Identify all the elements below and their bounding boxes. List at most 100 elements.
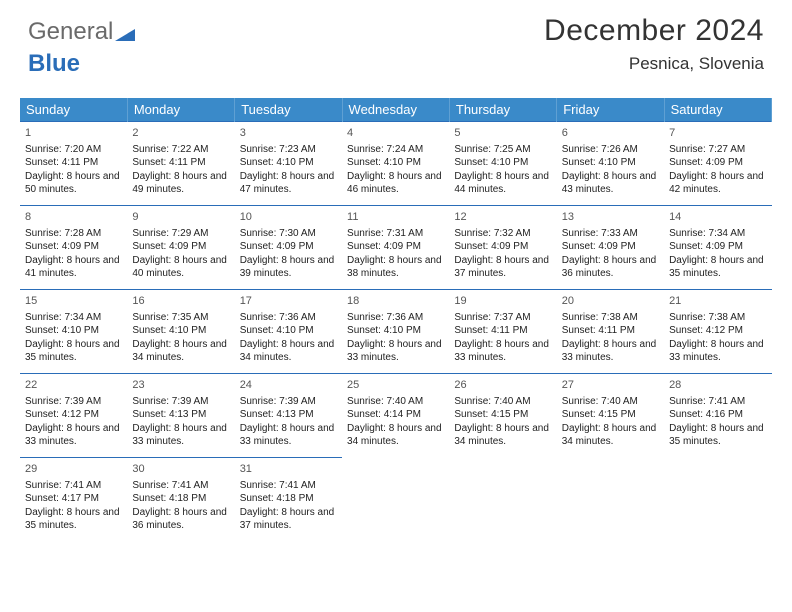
sunset-line: Sunset: 4:12 PM xyxy=(25,408,122,422)
daylight-line: Daylight: 8 hours and 43 minutes. xyxy=(562,170,659,197)
sunrise-line: Sunrise: 7:36 AM xyxy=(240,311,337,325)
day-header: Saturday xyxy=(664,98,771,122)
day-number: 7 xyxy=(669,126,766,141)
logo: General Blue xyxy=(28,18,135,78)
day-number: 24 xyxy=(240,378,337,393)
sunrise-line: Sunrise: 7:41 AM xyxy=(25,479,122,493)
sunset-line: Sunset: 4:11 PM xyxy=(25,156,122,170)
daylight-line: Daylight: 8 hours and 36 minutes. xyxy=(562,254,659,281)
day-number: 10 xyxy=(240,210,337,225)
day-number: 31 xyxy=(240,462,337,477)
calendar-cell: 3 Sunrise: 7:23 AM Sunset: 4:10 PM Dayli… xyxy=(235,122,342,206)
day-header: Wednesday xyxy=(342,98,449,122)
logo-text-2: Blue xyxy=(28,50,80,77)
sunrise-line: Sunrise: 7:38 AM xyxy=(562,311,659,325)
sunrise-line: Sunrise: 7:41 AM xyxy=(132,479,229,493)
sunrise-line: Sunrise: 7:34 AM xyxy=(669,227,766,241)
sunrise-line: Sunrise: 7:28 AM xyxy=(25,227,122,241)
sunset-line: Sunset: 4:13 PM xyxy=(240,408,337,422)
calendar-table: Sunday Monday Tuesday Wednesday Thursday… xyxy=(20,98,772,542)
calendar-cell: 25 Sunrise: 7:40 AM Sunset: 4:14 PM Dayl… xyxy=(342,374,449,458)
daylight-line: Daylight: 8 hours and 38 minutes. xyxy=(347,254,444,281)
day-number: 11 xyxy=(347,210,444,225)
calendar-cell: 22 Sunrise: 7:39 AM Sunset: 4:12 PM Dayl… xyxy=(20,374,127,458)
day-number: 13 xyxy=(562,210,659,225)
daylight-line: Daylight: 8 hours and 33 minutes. xyxy=(669,338,766,365)
sunrise-line: Sunrise: 7:39 AM xyxy=(132,395,229,409)
daylight-line: Daylight: 8 hours and 37 minutes. xyxy=(454,254,551,281)
day-number: 15 xyxy=(25,294,122,309)
day-number: 3 xyxy=(240,126,337,141)
month-title: December 2024 xyxy=(544,14,764,48)
sunset-line: Sunset: 4:10 PM xyxy=(25,324,122,338)
calendar-cell: 8 Sunrise: 7:28 AM Sunset: 4:09 PM Dayli… xyxy=(20,206,127,290)
sunset-line: Sunset: 4:10 PM xyxy=(240,324,337,338)
sunrise-line: Sunrise: 7:40 AM xyxy=(454,395,551,409)
calendar-cell: 24 Sunrise: 7:39 AM Sunset: 4:13 PM Dayl… xyxy=(235,374,342,458)
sunset-line: Sunset: 4:16 PM xyxy=(669,408,766,422)
day-header: Friday xyxy=(557,98,664,122)
calendar-row: 8 Sunrise: 7:28 AM Sunset: 4:09 PM Dayli… xyxy=(20,206,772,290)
sunrise-line: Sunrise: 7:25 AM xyxy=(454,143,551,157)
sunrise-line: Sunrise: 7:41 AM xyxy=(669,395,766,409)
calendar-cell: 30 Sunrise: 7:41 AM Sunset: 4:18 PM Dayl… xyxy=(127,458,234,542)
day-header: Sunday xyxy=(20,98,127,122)
sunrise-line: Sunrise: 7:30 AM xyxy=(240,227,337,241)
day-number: 30 xyxy=(132,462,229,477)
calendar-cell: 19 Sunrise: 7:37 AM Sunset: 4:11 PM Dayl… xyxy=(449,290,556,374)
header: December 2024 Pesnica, Slovenia xyxy=(544,14,764,74)
sunrise-line: Sunrise: 7:23 AM xyxy=(240,143,337,157)
sunset-line: Sunset: 4:17 PM xyxy=(25,492,122,506)
logo-text-1: General xyxy=(28,18,113,45)
calendar-cell: 21 Sunrise: 7:38 AM Sunset: 4:12 PM Dayl… xyxy=(664,290,771,374)
daylight-line: Daylight: 8 hours and 33 minutes. xyxy=(562,338,659,365)
calendar-cell: 15 Sunrise: 7:34 AM Sunset: 4:10 PM Dayl… xyxy=(20,290,127,374)
sunset-line: Sunset: 4:11 PM xyxy=(454,324,551,338)
calendar-cell: 31 Sunrise: 7:41 AM Sunset: 4:18 PM Dayl… xyxy=(235,458,342,542)
day-number: 9 xyxy=(132,210,229,225)
daylight-line: Daylight: 8 hours and 35 minutes. xyxy=(669,254,766,281)
sunset-line: Sunset: 4:11 PM xyxy=(562,324,659,338)
calendar-cell-empty xyxy=(342,458,449,542)
daylight-line: Daylight: 8 hours and 42 minutes. xyxy=(669,170,766,197)
daylight-line: Daylight: 8 hours and 35 minutes. xyxy=(25,338,122,365)
calendar-cell: 6 Sunrise: 7:26 AM Sunset: 4:10 PM Dayli… xyxy=(557,122,664,206)
sunset-line: Sunset: 4:09 PM xyxy=(25,240,122,254)
day-number: 22 xyxy=(25,378,122,393)
calendar-cell: 2 Sunrise: 7:22 AM Sunset: 4:11 PM Dayli… xyxy=(127,122,234,206)
sunset-line: Sunset: 4:10 PM xyxy=(347,156,444,170)
day-number: 26 xyxy=(454,378,551,393)
daylight-line: Daylight: 8 hours and 33 minutes. xyxy=(132,422,229,449)
day-number: 19 xyxy=(454,294,551,309)
sunset-line: Sunset: 4:18 PM xyxy=(132,492,229,506)
sunrise-line: Sunrise: 7:40 AM xyxy=(347,395,444,409)
calendar-cell: 11 Sunrise: 7:31 AM Sunset: 4:09 PM Dayl… xyxy=(342,206,449,290)
location: Pesnica, Slovenia xyxy=(544,54,764,74)
daylight-line: Daylight: 8 hours and 39 minutes. xyxy=(240,254,337,281)
sunset-line: Sunset: 4:09 PM xyxy=(669,240,766,254)
calendar-cell: 1 Sunrise: 7:20 AM Sunset: 4:11 PM Dayli… xyxy=(20,122,127,206)
calendar-row: 15 Sunrise: 7:34 AM Sunset: 4:10 PM Dayl… xyxy=(20,290,772,374)
calendar-cell: 7 Sunrise: 7:27 AM Sunset: 4:09 PM Dayli… xyxy=(664,122,771,206)
day-number: 14 xyxy=(669,210,766,225)
calendar-cell: 29 Sunrise: 7:41 AM Sunset: 4:17 PM Dayl… xyxy=(20,458,127,542)
sunset-line: Sunset: 4:10 PM xyxy=(347,324,444,338)
calendar-cell-empty xyxy=(557,458,664,542)
day-header-row: Sunday Monday Tuesday Wednesday Thursday… xyxy=(20,98,772,122)
sunset-line: Sunset: 4:15 PM xyxy=(454,408,551,422)
day-header: Monday xyxy=(127,98,234,122)
sunset-line: Sunset: 4:10 PM xyxy=(454,156,551,170)
logo-triangle-icon xyxy=(115,22,135,50)
sunset-line: Sunset: 4:10 PM xyxy=(240,156,337,170)
sunset-line: Sunset: 4:12 PM xyxy=(669,324,766,338)
sunrise-line: Sunrise: 7:39 AM xyxy=(25,395,122,409)
calendar-cell: 27 Sunrise: 7:40 AM Sunset: 4:15 PM Dayl… xyxy=(557,374,664,458)
sunrise-line: Sunrise: 7:33 AM xyxy=(562,227,659,241)
sunset-line: Sunset: 4:11 PM xyxy=(132,156,229,170)
calendar-cell: 20 Sunrise: 7:38 AM Sunset: 4:11 PM Dayl… xyxy=(557,290,664,374)
daylight-line: Daylight: 8 hours and 35 minutes. xyxy=(25,506,122,533)
sunset-line: Sunset: 4:09 PM xyxy=(669,156,766,170)
daylight-line: Daylight: 8 hours and 49 minutes. xyxy=(132,170,229,197)
daylight-line: Daylight: 8 hours and 36 minutes. xyxy=(132,506,229,533)
day-number: 20 xyxy=(562,294,659,309)
